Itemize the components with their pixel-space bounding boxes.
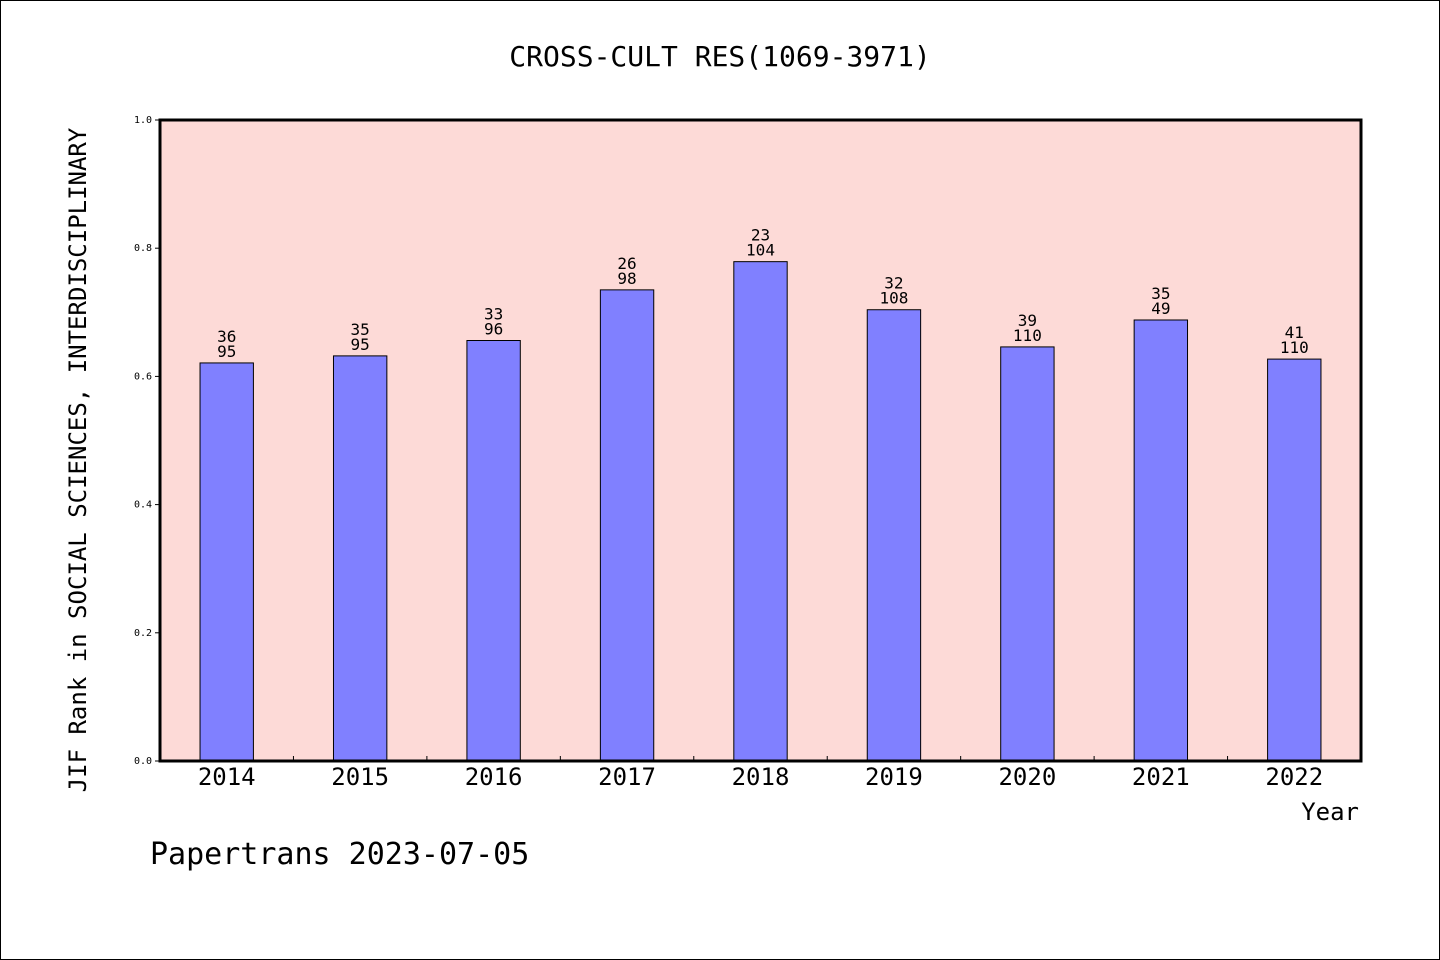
- bar-2017: [599, 289, 655, 762]
- bar-2014: [199, 362, 254, 762]
- rank-label: 35: [351, 320, 370, 339]
- y-tick-label: 0.8: [134, 243, 152, 254]
- total-label: 108: [879, 289, 908, 308]
- total-label: 110: [1280, 338, 1309, 357]
- x-tick-label: 2014: [198, 763, 256, 791]
- x-tick-label: 2017: [598, 763, 656, 791]
- total-label: 95: [351, 335, 370, 354]
- rank-label: 23: [751, 226, 770, 245]
- total-label: 49: [1151, 299, 1170, 318]
- total-label: 98: [617, 269, 636, 288]
- total-label: 95: [217, 342, 236, 361]
- y-tick-label: 0.2: [134, 628, 152, 639]
- rank-label: 41: [1285, 323, 1304, 342]
- x-tick-label: 2018: [732, 763, 790, 791]
- bar-2018: [733, 261, 788, 762]
- footer-stamp: Papertrans 2023-07-05: [150, 837, 529, 872]
- rank-label: 39: [1018, 311, 1037, 330]
- y-tick-label: 0.4: [134, 500, 152, 511]
- chart-title: CROSS-CULT RES(1069-3971): [509, 40, 930, 73]
- x-tick-label: 2016: [465, 763, 523, 791]
- x-axis: 2014 2015 2016 2017 2018 2019 2020 2021 2022: [198, 756, 1323, 791]
- total-label: 96: [484, 320, 503, 339]
- x-tick-label: 2022: [1265, 763, 1323, 791]
- x-tick-label: 2015: [331, 763, 389, 791]
- total-label: 104: [746, 241, 775, 260]
- y-axis-label: JIF Rank in SOCIAL SCIENCES, INTERDISCIP…: [64, 127, 92, 792]
- bar-2016: [466, 340, 521, 762]
- y-tick-label: 0.6: [134, 371, 152, 382]
- rank-label: 36: [217, 327, 236, 346]
- rank-label: 26: [617, 254, 636, 273]
- bar-2020: [1000, 346, 1055, 762]
- plot-border: [158, 118, 1363, 763]
- bar-2019: [866, 309, 922, 762]
- total-label: 110: [1013, 326, 1042, 345]
- bar-2021: [1133, 319, 1189, 762]
- x-tick-label: 2020: [998, 763, 1056, 791]
- x-tick-label: 2019: [865, 763, 923, 791]
- rank-label: 33: [484, 305, 503, 324]
- x-axis-label: Year: [1301, 798, 1359, 826]
- bars: [199, 261, 1322, 762]
- y-axis: 0.0 0.2 0.4 0.6 0.8 1.0: [134, 115, 160, 767]
- y-tick-label: 0.0: [134, 756, 152, 767]
- x-tick-label: 2021: [1132, 763, 1190, 791]
- bar-2022: [1267, 358, 1322, 762]
- rank-label: 32: [884, 274, 903, 293]
- bar-2015: [332, 355, 388, 762]
- y-tick-label: 1.0: [134, 115, 152, 126]
- rank-label: 35: [1151, 284, 1170, 303]
